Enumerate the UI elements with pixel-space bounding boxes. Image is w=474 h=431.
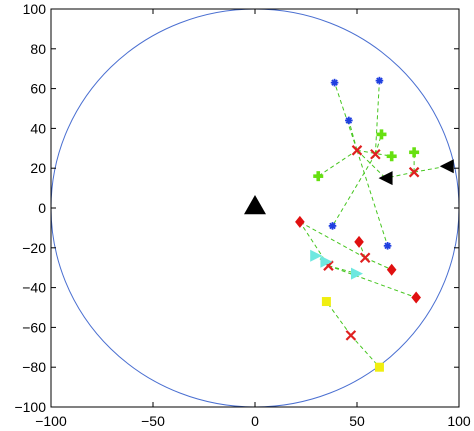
y-tick-label: −40 bbox=[22, 280, 46, 296]
x-tick-label: 0 bbox=[251, 413, 259, 429]
y-tick-label: −80 bbox=[22, 359, 46, 375]
triangle-right-marker bbox=[351, 267, 363, 280]
dashed-link bbox=[414, 165, 447, 173]
y-tick-label: 40 bbox=[30, 120, 46, 136]
y-tick-label: 100 bbox=[23, 1, 47, 17]
y-tick-label: −100 bbox=[14, 399, 46, 415]
plus-marker bbox=[386, 151, 397, 162]
asterisk-marker bbox=[328, 222, 337, 230]
triangle-right-marker bbox=[310, 249, 323, 262]
x-marker bbox=[351, 145, 363, 156]
plus-marker bbox=[376, 129, 387, 140]
asterisk-marker bbox=[330, 78, 339, 87]
x-marker bbox=[359, 252, 371, 264]
y-tick-label: −60 bbox=[22, 319, 46, 335]
diamond-marker bbox=[411, 291, 421, 304]
x-tick-label: 100 bbox=[447, 413, 471, 429]
triangle-left-marker bbox=[378, 171, 393, 186]
asterisk-marker bbox=[345, 116, 353, 125]
dashed-link bbox=[348, 120, 358, 151]
x-tick-label: −50 bbox=[141, 413, 165, 429]
x-tick-label: −100 bbox=[35, 413, 67, 429]
dashed-link bbox=[317, 149, 358, 177]
dashed-link bbox=[332, 154, 376, 227]
square-marker bbox=[374, 362, 384, 372]
diamond-marker bbox=[295, 215, 305, 228]
y-tick-label: 20 bbox=[30, 160, 46, 176]
triangle-right-marker bbox=[320, 255, 333, 268]
diamond-marker bbox=[386, 263, 397, 276]
dashed-link bbox=[299, 221, 366, 259]
square-marker bbox=[321, 297, 331, 307]
plus-marker bbox=[313, 171, 324, 182]
y-tick-label: 60 bbox=[30, 81, 46, 97]
triangle-up-marker bbox=[244, 195, 266, 215]
dashed-link bbox=[364, 257, 392, 271]
x-marker bbox=[345, 330, 357, 341]
triangle-left-marker bbox=[439, 159, 454, 174]
plus-marker bbox=[409, 147, 420, 158]
dashed-link bbox=[350, 335, 380, 368]
x-tick-label: 50 bbox=[349, 413, 365, 429]
dashed-link bbox=[374, 80, 380, 155]
y-tick-label: −20 bbox=[22, 240, 46, 256]
asterisk-marker bbox=[383, 242, 392, 250]
diamond-marker bbox=[354, 235, 364, 248]
x-marker bbox=[370, 148, 381, 160]
dashed-link bbox=[334, 82, 358, 151]
y-tick-label: 80 bbox=[30, 41, 46, 57]
dashed-link bbox=[356, 150, 389, 246]
y-tick-label: 0 bbox=[38, 200, 46, 216]
asterisk-marker bbox=[375, 76, 384, 85]
dashed-link bbox=[328, 265, 417, 299]
x-marker bbox=[408, 166, 420, 178]
